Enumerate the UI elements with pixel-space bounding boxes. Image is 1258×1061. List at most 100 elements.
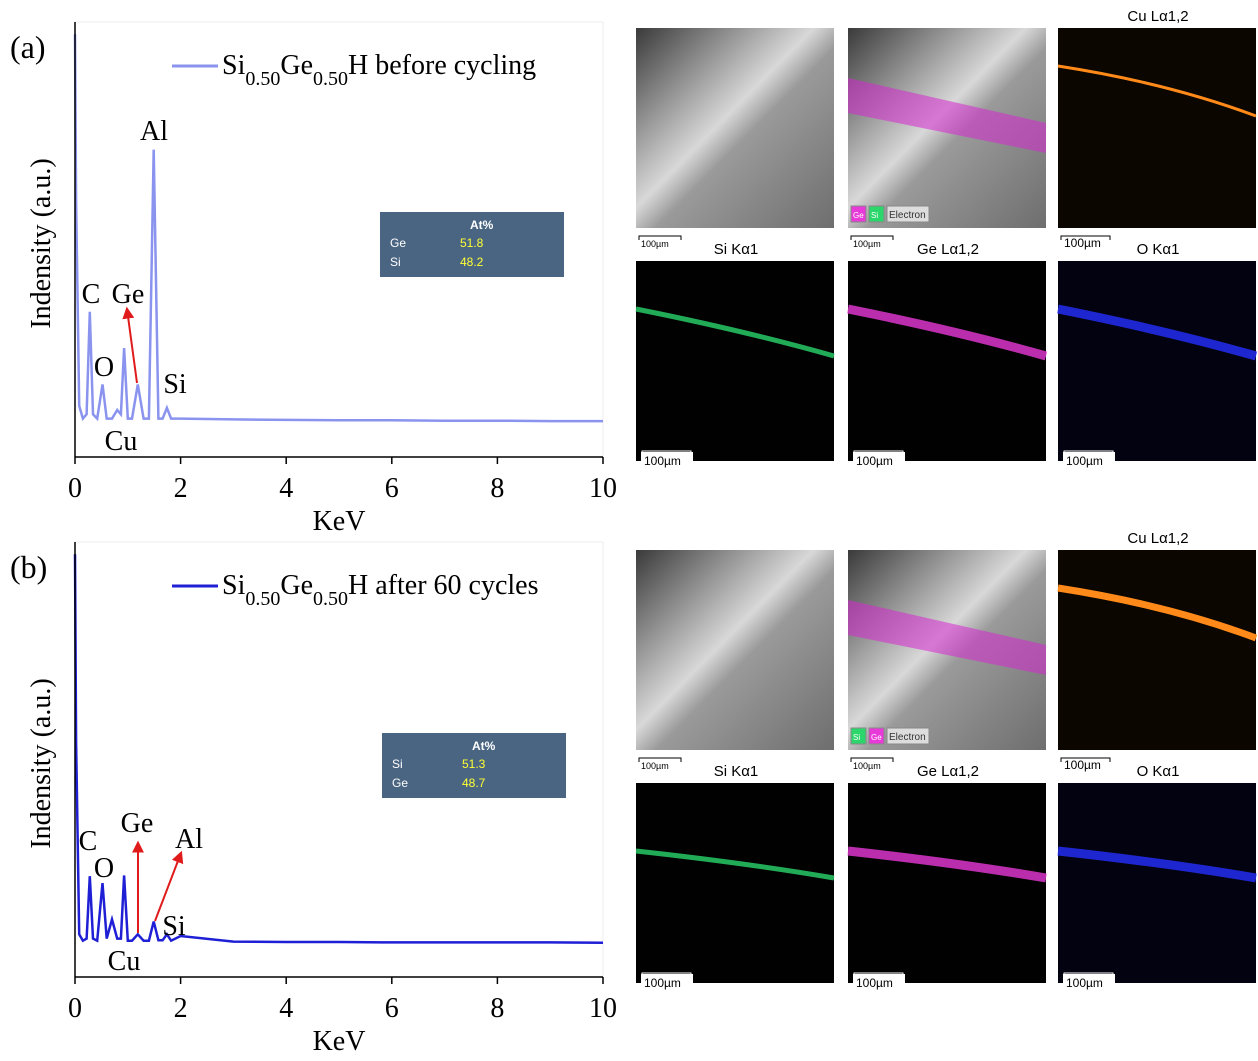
scale-bar-label: 100µm (644, 454, 681, 468)
x-axis-label: KeV (313, 506, 366, 537)
scale-bar-bg (1063, 974, 1115, 990)
x-tick-label: 2 (174, 993, 188, 1024)
x-tick-label: 6 (385, 473, 399, 504)
spectrum-line (73, 554, 604, 945)
legend-chip (850, 727, 867, 745)
legend-chip-label: Si (853, 733, 860, 742)
map-image (636, 783, 834, 983)
legend-chip (868, 205, 885, 223)
scale-bar-bg (1063, 452, 1115, 468)
x-tick-label: 10 (589, 993, 617, 1024)
x-tick-label: 4 (279, 993, 293, 1024)
scale-bar-label: 100µm (856, 976, 893, 990)
peak-label: C (79, 826, 98, 857)
inset-value: 51.3 (462, 757, 486, 771)
scale-bar-label: 100µm (1064, 236, 1101, 250)
map-image (848, 261, 1046, 461)
map-signal (1057, 64, 1257, 118)
inset-table (382, 733, 566, 798)
inset-value: 48.2 (460, 255, 484, 269)
scale-bar-bg (853, 974, 905, 990)
peak-label: Si (163, 369, 187, 400)
map-title: O Kα1 (1137, 241, 1180, 258)
y-axis-label: Indensity (a.u.) (26, 158, 57, 328)
scale-bar-label: 100µm (856, 454, 893, 468)
map-title: Ge Lα1,2 (917, 241, 979, 258)
scale-bar-label: 100µm (641, 239, 669, 249)
inset-element: Ge (392, 776, 408, 790)
scale-bar-bg (641, 974, 693, 990)
peak-label: Cu (105, 426, 138, 457)
legend-label: Si0.50Ge0.50H after 60 cycles (222, 570, 538, 610)
legend-chip (886, 727, 930, 745)
sem-image (636, 550, 834, 750)
peak-label: Cu (108, 946, 141, 977)
map-title: Si Kα1 (714, 763, 759, 780)
x-tick-label: 2 (174, 473, 188, 504)
map-signal (635, 306, 835, 359)
peak-label: O (94, 352, 114, 383)
scale-bar-label: 100µm (853, 239, 881, 249)
scale-bar (1060, 235, 1111, 240)
panel-label: (b) (10, 549, 47, 585)
scale-bar (850, 757, 894, 762)
overlay-ge (848, 600, 1046, 675)
legend-chip-label: Ge (853, 211, 864, 220)
scale-bar-label: 100µm (1064, 758, 1101, 772)
scale-bar (1060, 757, 1111, 762)
inset-value: 51.8 (460, 236, 484, 250)
scale-bar-label: 100µm (641, 761, 669, 771)
x-tick-label: 10 (589, 473, 617, 504)
inset-value: 48.7 (462, 776, 486, 790)
map-title: Cu Lα1,2 (1127, 530, 1188, 547)
map-title: O Kα1 (1137, 763, 1180, 780)
legend-chip (850, 205, 867, 223)
legend-chip (886, 205, 930, 223)
inset-header: At% (472, 739, 496, 753)
x-tick-label: 0 (68, 473, 82, 504)
map-signal (1057, 304, 1258, 361)
map-signal (847, 304, 1048, 361)
map-signal (1057, 846, 1257, 883)
legend-chip-label: Ge (871, 733, 882, 742)
peak-label: Si (162, 911, 186, 942)
sem-image (636, 28, 834, 228)
scale-bar (638, 757, 682, 762)
map-image (848, 783, 1046, 983)
x-axis-label: KeV (313, 1026, 366, 1057)
peak-label: O (94, 853, 114, 884)
peak-label: Ge (121, 808, 154, 839)
map-signal (847, 846, 1047, 883)
scale-bar (850, 235, 894, 240)
legend-chip-label: Electron (889, 210, 926, 221)
x-tick-label: 4 (279, 473, 293, 504)
map-signal (1057, 584, 1258, 642)
y-axis-label: Indensity (a.u.) (26, 678, 57, 848)
panel-label: (a) (10, 29, 46, 65)
scale-bar (638, 235, 682, 240)
spectrum-line (73, 34, 603, 423)
x-tick-label: 0 (68, 993, 82, 1024)
map-title: Ge Lα1,2 (917, 763, 979, 780)
map-signal (635, 848, 835, 881)
legend-chip (868, 727, 885, 745)
inset-element: Ge (390, 236, 406, 250)
peak-label: Al (175, 824, 203, 855)
map-image (1058, 28, 1256, 228)
arrow (122, 306, 138, 384)
scale-bar-label: 100µm (853, 761, 881, 771)
inset-header: At% (470, 218, 494, 232)
scale-bar-label: 100µm (1066, 454, 1103, 468)
x-tick-label: 8 (490, 473, 504, 504)
peak-label: Al (140, 116, 168, 147)
arrow (154, 850, 184, 922)
inset-element: Si (390, 255, 401, 269)
legend-chip-label: Electron (889, 732, 926, 743)
scale-bar-bg (853, 452, 905, 468)
map-image (1058, 550, 1256, 750)
peak-label: C (82, 279, 101, 310)
legend-label: Si0.50Ge0.50H before cycling (222, 50, 536, 90)
scale-bar-bg (641, 452, 693, 468)
scale-bar-label: 100µm (644, 976, 681, 990)
